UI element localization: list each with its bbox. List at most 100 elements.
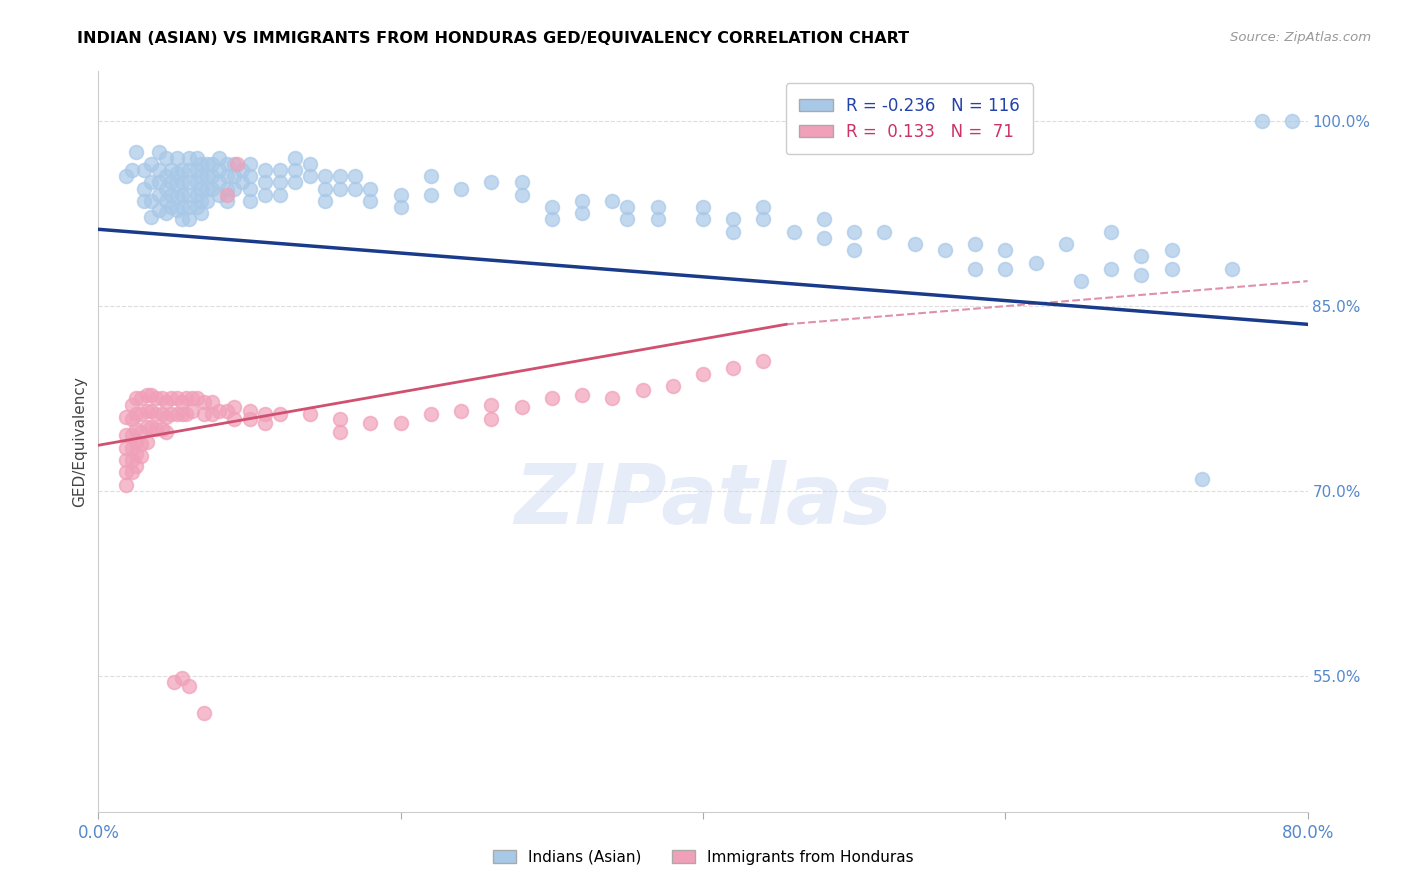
Point — [208, 151, 231, 165]
Point — [155, 206, 177, 220]
Point — [148, 163, 170, 178]
Point — [723, 212, 745, 227]
Point — [602, 194, 624, 208]
Point — [329, 181, 352, 195]
Point — [166, 392, 188, 406]
Point — [129, 437, 152, 451]
Point — [215, 157, 238, 171]
Point — [631, 383, 654, 397]
Point — [752, 200, 775, 214]
Point — [389, 200, 412, 214]
Point — [125, 447, 148, 461]
Point — [186, 176, 208, 190]
Point — [174, 392, 197, 406]
Point — [231, 163, 253, 178]
Point — [132, 181, 155, 195]
Point — [450, 403, 472, 417]
Point — [215, 194, 238, 208]
Point — [170, 212, 193, 227]
Point — [616, 212, 638, 227]
Point — [208, 187, 231, 202]
Point — [965, 261, 987, 276]
Point — [135, 387, 157, 401]
Point — [215, 187, 238, 202]
Point — [1160, 261, 1182, 276]
Point — [186, 163, 208, 178]
Point — [224, 412, 246, 426]
Point — [284, 151, 307, 165]
Point — [148, 187, 170, 202]
Point — [360, 181, 382, 195]
Point — [150, 408, 173, 422]
Point — [215, 169, 238, 184]
Point — [166, 202, 188, 217]
Point — [141, 157, 163, 171]
Point — [201, 169, 224, 184]
Point — [329, 412, 352, 426]
Legend: Indians (Asian), Immigrants from Honduras: Indians (Asian), Immigrants from Hondura… — [486, 844, 920, 871]
Point — [873, 225, 896, 239]
Point — [190, 206, 212, 220]
Point — [155, 409, 177, 424]
Point — [208, 163, 231, 178]
Point — [121, 428, 143, 442]
Point — [114, 428, 136, 442]
Point — [616, 200, 638, 214]
Point — [208, 176, 231, 190]
Point — [170, 672, 193, 686]
Point — [602, 392, 624, 406]
Point — [299, 157, 322, 171]
Point — [783, 225, 806, 239]
Point — [329, 169, 352, 184]
Point — [141, 194, 163, 208]
Point — [170, 408, 193, 422]
Point — [195, 194, 218, 208]
Point — [150, 392, 173, 406]
Point — [114, 409, 136, 424]
Point — [692, 367, 714, 381]
Point — [186, 392, 208, 406]
Point — [215, 403, 238, 417]
Text: Source: ZipAtlas.com: Source: ZipAtlas.com — [1230, 31, 1371, 45]
Point — [170, 200, 193, 214]
Point — [269, 408, 291, 422]
Point — [540, 212, 562, 227]
Point — [155, 395, 177, 409]
Point — [129, 450, 152, 464]
Point — [692, 212, 714, 227]
Point — [155, 151, 177, 165]
Point — [190, 169, 212, 184]
Point — [1054, 237, 1077, 252]
Point — [186, 187, 208, 202]
Point — [253, 408, 276, 422]
Point — [166, 408, 188, 422]
Point — [121, 453, 143, 467]
Point — [181, 392, 204, 406]
Point — [571, 194, 593, 208]
Point — [239, 412, 262, 426]
Point — [114, 466, 136, 480]
Point — [125, 408, 148, 422]
Point — [190, 194, 212, 208]
Point — [170, 163, 193, 178]
Point — [215, 181, 238, 195]
Point — [284, 176, 307, 190]
Point — [253, 176, 276, 190]
Point — [174, 408, 197, 422]
Point — [813, 231, 835, 245]
Point — [170, 187, 193, 202]
Point — [904, 237, 927, 252]
Point — [160, 200, 183, 214]
Point — [114, 477, 136, 491]
Point — [160, 392, 183, 406]
Point — [692, 200, 714, 214]
Point — [141, 210, 163, 224]
Point — [179, 187, 201, 202]
Point — [163, 675, 186, 690]
Point — [148, 176, 170, 190]
Point — [160, 408, 183, 422]
Point — [135, 403, 157, 417]
Point — [160, 187, 183, 202]
Point — [125, 422, 148, 436]
Point — [195, 181, 218, 195]
